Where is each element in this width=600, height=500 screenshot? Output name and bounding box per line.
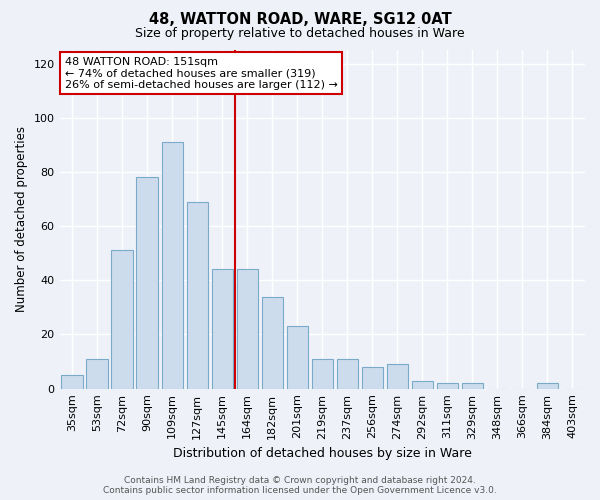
Bar	[262, 296, 283, 388]
Bar	[462, 384, 483, 388]
Bar	[86, 359, 108, 388]
Text: Size of property relative to detached houses in Ware: Size of property relative to detached ho…	[135, 28, 465, 40]
Text: 48, WATTON ROAD, WARE, SG12 0AT: 48, WATTON ROAD, WARE, SG12 0AT	[149, 12, 451, 28]
Bar	[311, 359, 333, 388]
Bar	[537, 384, 558, 388]
Y-axis label: Number of detached properties: Number of detached properties	[15, 126, 28, 312]
Bar	[161, 142, 183, 388]
Text: 48 WATTON ROAD: 151sqm
← 74% of detached houses are smaller (319)
26% of semi-de: 48 WATTON ROAD: 151sqm ← 74% of detached…	[65, 57, 338, 90]
Text: Contains HM Land Registry data © Crown copyright and database right 2024.
Contai: Contains HM Land Registry data © Crown c…	[103, 476, 497, 495]
Bar	[236, 270, 258, 388]
Bar	[412, 380, 433, 388]
Bar	[187, 202, 208, 388]
Bar	[387, 364, 408, 388]
Bar	[136, 178, 158, 388]
Bar	[362, 367, 383, 388]
Bar	[337, 359, 358, 388]
Bar	[112, 250, 133, 388]
Bar	[287, 326, 308, 388]
Bar	[437, 384, 458, 388]
Bar	[212, 270, 233, 388]
X-axis label: Distribution of detached houses by size in Ware: Distribution of detached houses by size …	[173, 447, 472, 460]
Bar	[61, 375, 83, 388]
